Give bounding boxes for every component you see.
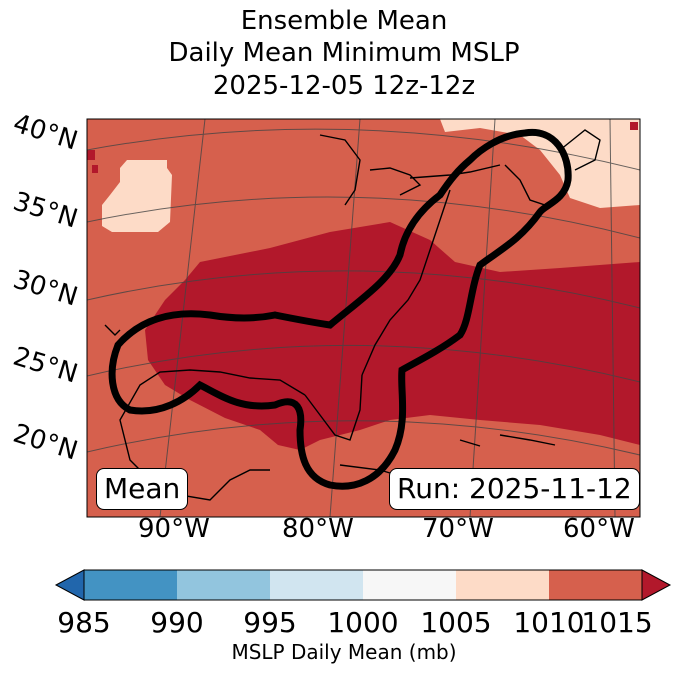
- colorbar-label: MSLP Daily Mean (mb): [231, 640, 457, 664]
- lon-label-90w: 90°W: [138, 514, 210, 544]
- lon-label-70w: 70°W: [422, 514, 494, 544]
- lon-label-80w: 80°W: [282, 514, 354, 544]
- colorbar-tick-990: 990: [150, 606, 204, 639]
- title-line-3: 2025-12-05 12z-12z: [212, 71, 476, 101]
- speckle: [630, 122, 638, 130]
- colorbar-extend-low: [54, 569, 85, 601]
- colorbar-bin-1005-1010: [456, 570, 549, 600]
- colorbar-tick-995: 995: [243, 606, 297, 639]
- colorbar-extend-high: [641, 569, 672, 601]
- lon-label-60w: 60°W: [563, 514, 635, 544]
- colorbar-bin-995-1000: [270, 570, 363, 600]
- colorbar-tick-1000: 1000: [327, 606, 399, 639]
- colorbar-bin-985-990: [84, 570, 177, 600]
- colorbar-tick-1005: 1005: [420, 606, 492, 639]
- colorbar-tick-1010: 1010: [513, 606, 585, 639]
- colorbar-bin-990-995: [177, 570, 270, 600]
- speckle: [87, 150, 95, 160]
- colorbar-tick-985: 985: [57, 606, 111, 639]
- map-frame: [86, 118, 641, 518]
- colorbar-bin-1010-1015: [549, 570, 642, 600]
- colorbar-tick-1015: 1015: [581, 606, 653, 639]
- speckle: [92, 165, 98, 173]
- title-line-1: Ensemble Mean: [240, 6, 448, 36]
- colorbar-frame: [83, 569, 643, 601]
- field-over-1015: [145, 222, 640, 450]
- title-line-2: Daily Mean Minimum MSLP: [168, 38, 520, 68]
- field-1005-1010-northeast: [440, 119, 640, 208]
- mslp-contour: [108, 128, 572, 490]
- mean-label-box: Mean: [96, 468, 189, 510]
- run-date-box: Run: 2025-11-12: [389, 468, 640, 510]
- colorbar-bin-1000-1005: [363, 570, 456, 600]
- field-1005-1010-west: [102, 160, 172, 232]
